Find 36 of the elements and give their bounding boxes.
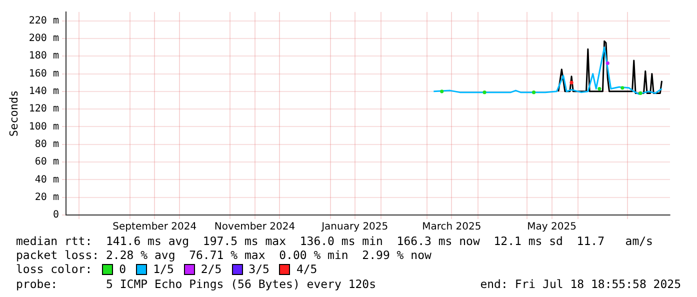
- point: [638, 91, 642, 95]
- point: [606, 61, 610, 65]
- text: median rtt: 141.6 ms avg 197.5 ms max 136.0 ms min 166.3 ms now 12.1 ms sd 11.7 am/s: [16, 234, 653, 248]
- point: [598, 86, 602, 91]
- legend-label: 2/5: [200, 262, 222, 276]
- x-tick-label: March 2025: [422, 222, 482, 233]
- y-tick-label: 180 m: [28, 50, 59, 62]
- y-axis-title: Seconds: [7, 90, 20, 137]
- y-tick-label: 100 m: [28, 121, 59, 132]
- legend-title: loss color:: [16, 262, 92, 276]
- point: [570, 80, 574, 84]
- y-tick-label: 220 m: [28, 15, 59, 26]
- x-tick-label: November 2024: [214, 222, 296, 233]
- y-tick-label: 160 m: [28, 68, 59, 80]
- point: [440, 90, 444, 94]
- x-tick-label: January 2025: [320, 222, 388, 233]
- x-tick-label: May 2025: [527, 222, 576, 233]
- y-tick-label: 200 m: [28, 33, 59, 44]
- y-tick-label: 20 m: [34, 192, 59, 203]
- y-tick-label: 60 m: [34, 156, 59, 168]
- point: [532, 90, 536, 94]
- text: packet loss: 2.28 % avg 76.71 % max 0.00 % min 2.99 % now: [16, 248, 432, 262]
- point: [620, 86, 624, 90]
- legend-label: 3/5: [248, 262, 270, 276]
- y-tick-label: 80 m: [34, 138, 59, 150]
- y-tick-label: 0: [52, 210, 59, 221]
- y-tick-label: 40 m: [34, 174, 59, 186]
- legend-label: 1/5: [153, 262, 174, 276]
- text: end: Fri Jul 18 18:55:58 2025: [480, 277, 681, 291]
- x-tick-label: September 2024: [112, 222, 197, 233]
- legend-label: 4/5: [296, 262, 318, 276]
- y-tick-label: 120 m: [28, 104, 59, 115]
- y-tick-label: 140 m: [28, 86, 59, 98]
- legend-label: 0: [119, 262, 126, 276]
- text: probe: 5 ICMP Echo Pings (56 Bytes) every 120s: [16, 277, 376, 291]
- point: [482, 90, 486, 94]
